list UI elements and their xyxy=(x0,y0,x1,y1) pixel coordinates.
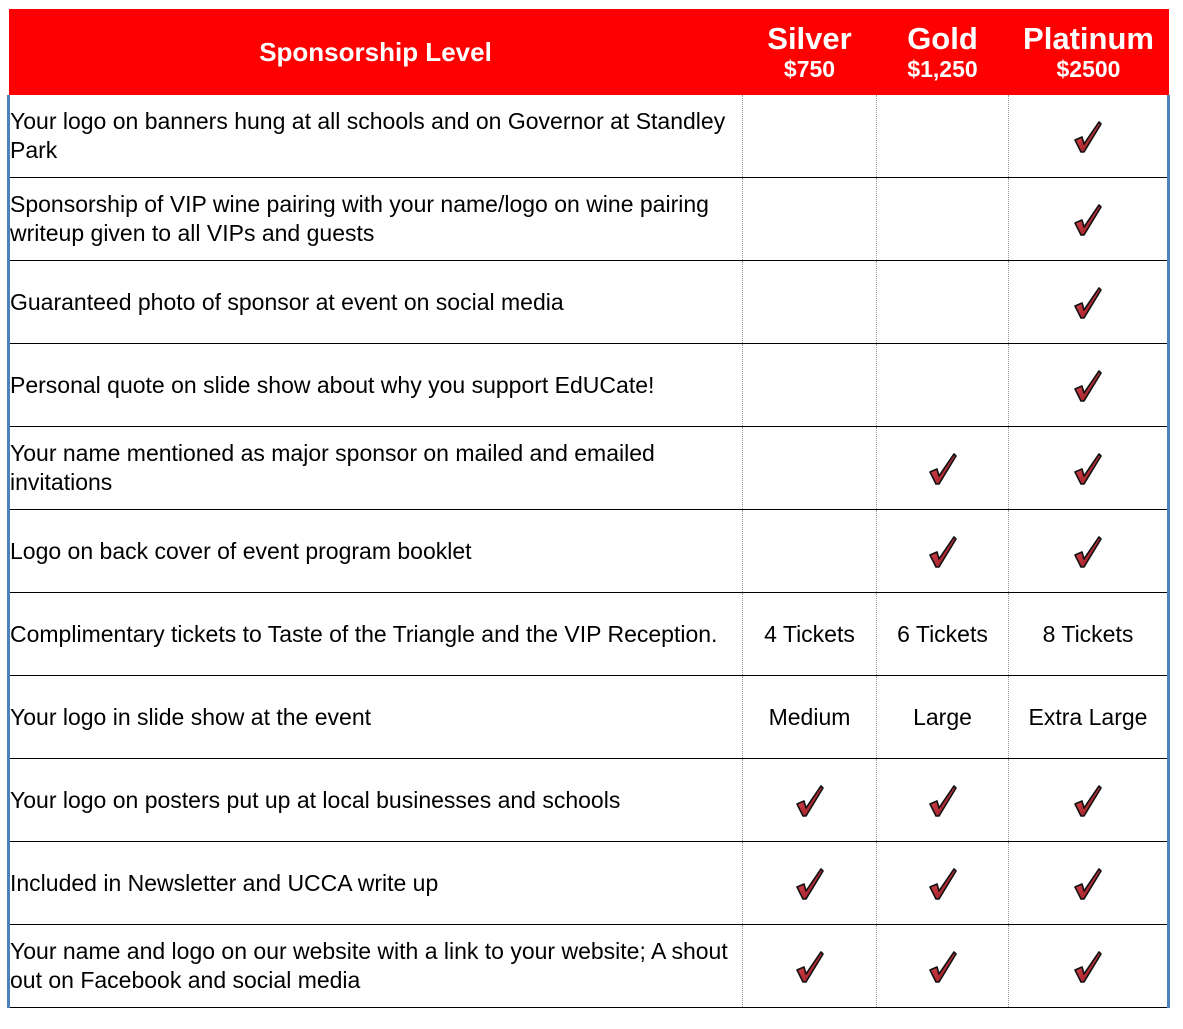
benefit-value-cell xyxy=(742,95,877,178)
tier-name: Gold xyxy=(907,21,978,56)
benefit-included-cell xyxy=(742,841,877,925)
benefit-included-cell xyxy=(1008,177,1170,261)
benefit-included-cell xyxy=(1008,343,1170,427)
benefit-value-cell: 8 Tickets xyxy=(1008,592,1170,676)
sponsorship-table: Sponsorship Level Silver $750 Gold $1,250 … xyxy=(7,9,1170,1008)
benefit-value-cell xyxy=(742,343,877,427)
red-checkmark-icon xyxy=(928,536,957,568)
table-row: Your logo on posters put up at local bus… xyxy=(7,758,1170,842)
benefit-value-cell: 6 Tickets xyxy=(876,592,1009,676)
benefit-value-cell xyxy=(876,95,1009,178)
table-row: Your logo on banners hung at all schools… xyxy=(7,95,1170,178)
benefit-included-cell xyxy=(876,924,1009,1008)
sponsorship-level-header: Sponsorship Level xyxy=(9,9,743,95)
tier-header-gold: Gold $1,250 xyxy=(877,9,1009,95)
red-checkmark-icon xyxy=(1074,536,1102,568)
table-row: Sponsorship of VIP wine pairing with you… xyxy=(7,177,1170,261)
tier-price: $1,250 xyxy=(907,56,978,82)
benefit-included-cell xyxy=(876,758,1009,842)
benefit-value-cell xyxy=(876,260,1009,344)
red-checkmark-icon xyxy=(1074,453,1102,485)
red-checkmark-icon xyxy=(1074,287,1102,319)
red-checkmark-icon xyxy=(928,868,957,900)
red-checkmark-icon xyxy=(1074,951,1102,983)
red-checkmark-icon xyxy=(1074,204,1102,236)
benefit-included-cell xyxy=(742,924,877,1008)
benefit-value-cell: Large xyxy=(876,675,1009,759)
benefit-included-cell xyxy=(1008,841,1170,925)
benefit-included-cell xyxy=(1008,426,1170,510)
table-row: Your logo in slide show at the event Medi… xyxy=(7,675,1170,759)
red-checkmark-icon xyxy=(795,785,824,817)
benefit-included-cell xyxy=(876,509,1009,593)
red-checkmark-icon xyxy=(928,785,957,817)
table-row: Included in Newsletter and UCCA write up xyxy=(7,841,1170,925)
table-row: Complimentary tickets to Taste of the Tr… xyxy=(7,592,1170,676)
tier-price: $2500 xyxy=(1056,56,1121,82)
red-checkmark-icon xyxy=(1074,868,1102,900)
red-checkmark-icon xyxy=(795,868,824,900)
benefit-value-cell xyxy=(742,260,877,344)
benefit-value-cell: 4 Tickets xyxy=(742,592,877,676)
header-row: Sponsorship Level Silver $750 Gold $1,250 … xyxy=(8,9,1169,95)
red-checkmark-icon xyxy=(1074,121,1102,153)
benefit-value-cell xyxy=(876,177,1009,261)
feature-cell: Included in Newsletter and UCCA write up xyxy=(7,841,743,925)
benefit-value-cell xyxy=(742,177,877,261)
tier-name: Silver xyxy=(767,21,852,56)
table-row: Personal quote on slide show about why y… xyxy=(7,343,1170,427)
tier-header-silver: Silver $750 xyxy=(743,9,877,95)
benefit-included-cell xyxy=(1008,260,1170,344)
red-checkmark-icon xyxy=(1074,785,1102,817)
feature-cell: Your logo on posters put up at local bus… xyxy=(7,758,743,842)
tier-name: Platinum xyxy=(1023,21,1154,56)
red-checkmark-icon xyxy=(928,453,957,485)
benefit-included-cell xyxy=(876,426,1009,510)
table-row: Your name mentioned as major sponsor on … xyxy=(7,426,1170,510)
benefit-included-cell xyxy=(876,841,1009,925)
benefit-value-cell xyxy=(742,426,877,510)
level-label: Sponsorship Level xyxy=(259,36,492,67)
feature-cell: Your name mentioned as major sponsor on … xyxy=(7,426,743,510)
benefit-included-cell xyxy=(1008,95,1170,178)
red-checkmark-icon xyxy=(1074,370,1102,402)
benefit-value-cell xyxy=(876,343,1009,427)
table-row: Guaranteed photo of sponsor at event on … xyxy=(7,260,1170,344)
feature-cell: Sponsorship of VIP wine pairing with you… xyxy=(7,177,743,261)
feature-cell: Complimentary tickets to Taste of the Tr… xyxy=(7,592,743,676)
feature-cell: Your logo in slide show at the event xyxy=(7,675,743,759)
feature-cell: Logo on back cover of event program book… xyxy=(7,509,743,593)
benefit-value-cell: Medium xyxy=(742,675,877,759)
feature-cell: Your logo on banners hung at all schools… xyxy=(7,95,743,178)
benefit-included-cell xyxy=(1008,509,1170,593)
red-checkmark-icon xyxy=(928,951,957,983)
benefit-value-cell: Extra Large xyxy=(1008,675,1170,759)
red-checkmark-icon xyxy=(795,951,824,983)
feature-cell: Guaranteed photo of sponsor at event on … xyxy=(7,260,743,344)
tier-header-platinum: Platinum $2500 xyxy=(1009,9,1169,95)
benefit-value-cell xyxy=(742,509,877,593)
benefit-included-cell xyxy=(1008,758,1170,842)
feature-cell: Personal quote on slide show about why y… xyxy=(7,343,743,427)
feature-cell: Your name and logo on our website with a… xyxy=(7,924,743,1008)
table-row: Your name and logo on our website with a… xyxy=(7,924,1170,1008)
benefit-included-cell xyxy=(742,758,877,842)
tier-price: $750 xyxy=(783,56,836,82)
benefit-included-cell xyxy=(1008,924,1170,1008)
table-row: Logo on back cover of event program book… xyxy=(7,509,1170,593)
